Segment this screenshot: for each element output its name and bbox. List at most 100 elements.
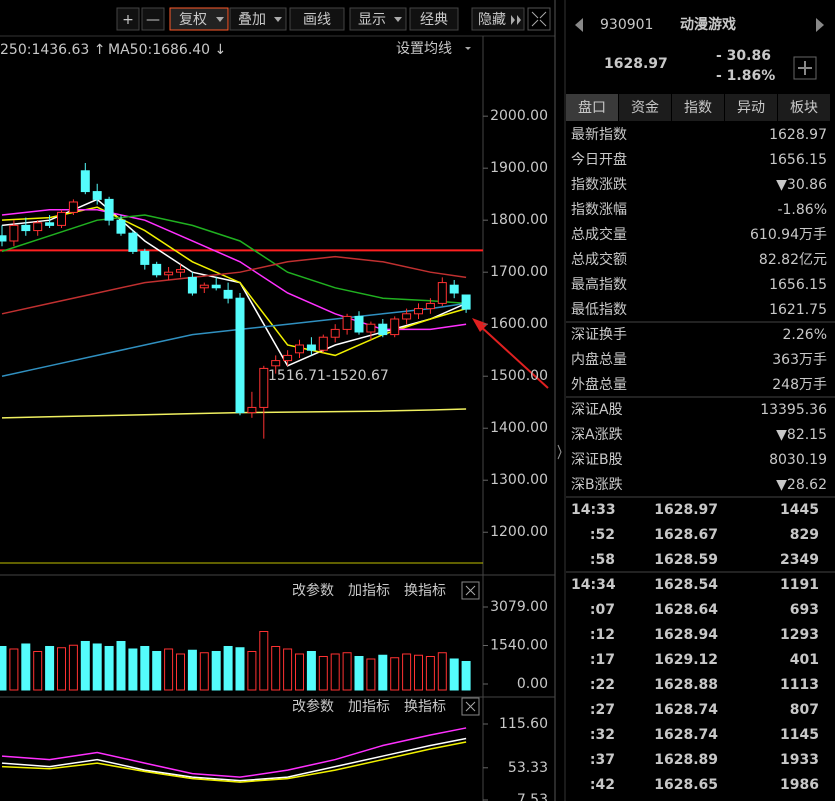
close-icon [465,701,476,712]
candle-body [414,308,423,315]
tick-volume: 2349 [780,552,819,568]
tick-volume: 693 [790,602,819,618]
row-value: 8030.19 [769,452,827,468]
dropdown-icon [216,17,224,22]
volume-bar [45,645,55,691]
legend-ma50: MA50:1686.40 ↓ [108,42,226,58]
pane-button[interactable]: 加指标 [348,583,390,599]
dropdown-icon [465,47,471,50]
volume-bar [92,643,102,691]
toolbar-button[interactable] [409,7,459,31]
row-label: 外盘总量 [571,376,627,393]
row-label: 指数涨幅 [571,202,627,218]
volume-bar [437,652,447,691]
toolbar-button[interactable] [349,7,407,31]
volume-bar [80,640,90,691]
candle-body [449,284,459,294]
tab[interactable] [725,94,777,121]
candle-body [366,323,376,333]
tick-price: 1628.94 [654,627,718,643]
y-tick-label: 1900.00 [490,160,548,176]
tick-price: 1629.12 [654,652,718,668]
candle-body [176,269,185,273]
volume-bar [21,643,31,691]
toolbar-button[interactable] [289,7,345,31]
pane-button[interactable]: 换指标 [404,582,446,599]
row-label: 深B涨跌 [571,477,623,493]
volume-bar [140,645,150,691]
tick-price: 1628.97 [654,502,718,518]
candle-body [152,263,162,276]
toolbar-label: 叠加 [238,12,266,28]
y-tick-label: 2000.00 [490,108,548,124]
fullscreen-button[interactable] [527,7,551,31]
volume-bar [57,647,66,691]
row-label: 今日开盘 [571,151,627,168]
toolbar-label: — [146,12,160,28]
candle-body [283,354,293,362]
volume-bar [247,650,257,691]
more-icon [511,15,521,25]
tab-label: 板块 [790,100,818,116]
toolbar-button[interactable] [169,7,229,31]
annotation: 1516.71-1520.67 [268,368,389,384]
tick-volume: 807 [790,702,819,718]
next-arrow[interactable] [816,18,824,32]
row-label: 总成交量 [571,226,627,243]
pane-button[interactable]: 改参数 [292,698,334,715]
candle-body [259,367,269,408]
tab-label: 异动 [737,100,765,116]
y-tick-label: 115.60 [499,716,548,732]
volume-bar [342,652,352,691]
tab[interactable] [566,94,618,121]
tab-label: 盘口 [578,99,606,116]
tick-volume: 1933 [780,752,819,768]
row-value: 248万手 [772,377,827,393]
pane-button[interactable]: 换指标 [404,698,446,715]
candle-body [116,219,126,234]
volume-bar [390,657,400,691]
pane-button[interactable]: 改参数 [292,582,334,599]
add-button[interactable] [793,56,817,80]
row-label: 深证A股 [571,402,623,418]
row-value: 13395.36 [760,402,827,418]
row-value: 82.82亿元 [759,252,827,268]
volume-bar [223,645,233,691]
collapse-handle[interactable] [557,444,562,460]
volume-bar [152,650,162,691]
volume-bar [9,648,19,691]
candle-body [390,318,400,336]
row-label: 最新指数 [571,127,627,143]
volume-bar [402,653,412,691]
row-value: 1628.97 [769,127,827,143]
tab[interactable] [619,94,671,121]
tick-time: 14:34 [571,577,616,593]
candle-body [378,323,388,336]
volume-bar [104,645,114,691]
candle-body [128,232,138,252]
toolbar-button[interactable] [229,7,287,31]
change-pct: - 1.86% [716,68,775,84]
volume-bar [128,648,138,691]
pane-button[interactable]: 加指标 [348,699,390,715]
y-tick-label: 1800.00 [490,212,548,228]
y-tick-label: 1200.00 [490,524,548,540]
prev-arrow[interactable] [575,18,583,32]
candle-body [271,360,281,367]
tab[interactable] [672,94,724,121]
row-label: 深A涨跌 [571,427,623,443]
volume-bar [211,650,221,691]
y-tick-label: 1300.00 [490,472,548,488]
candle-body [354,315,364,333]
candle-body [199,284,209,289]
toolbar-button[interactable] [116,7,140,31]
close-button[interactable] [461,581,480,600]
tick-time: :27 [590,702,615,718]
settings-label[interactable]: 设置均线 [396,41,452,57]
volume-bar [235,647,245,691]
volume-bar [68,644,78,691]
toolbar-button[interactable] [141,7,165,31]
tab[interactable] [778,94,830,121]
candle-body [461,294,471,310]
close-button[interactable] [461,697,480,716]
